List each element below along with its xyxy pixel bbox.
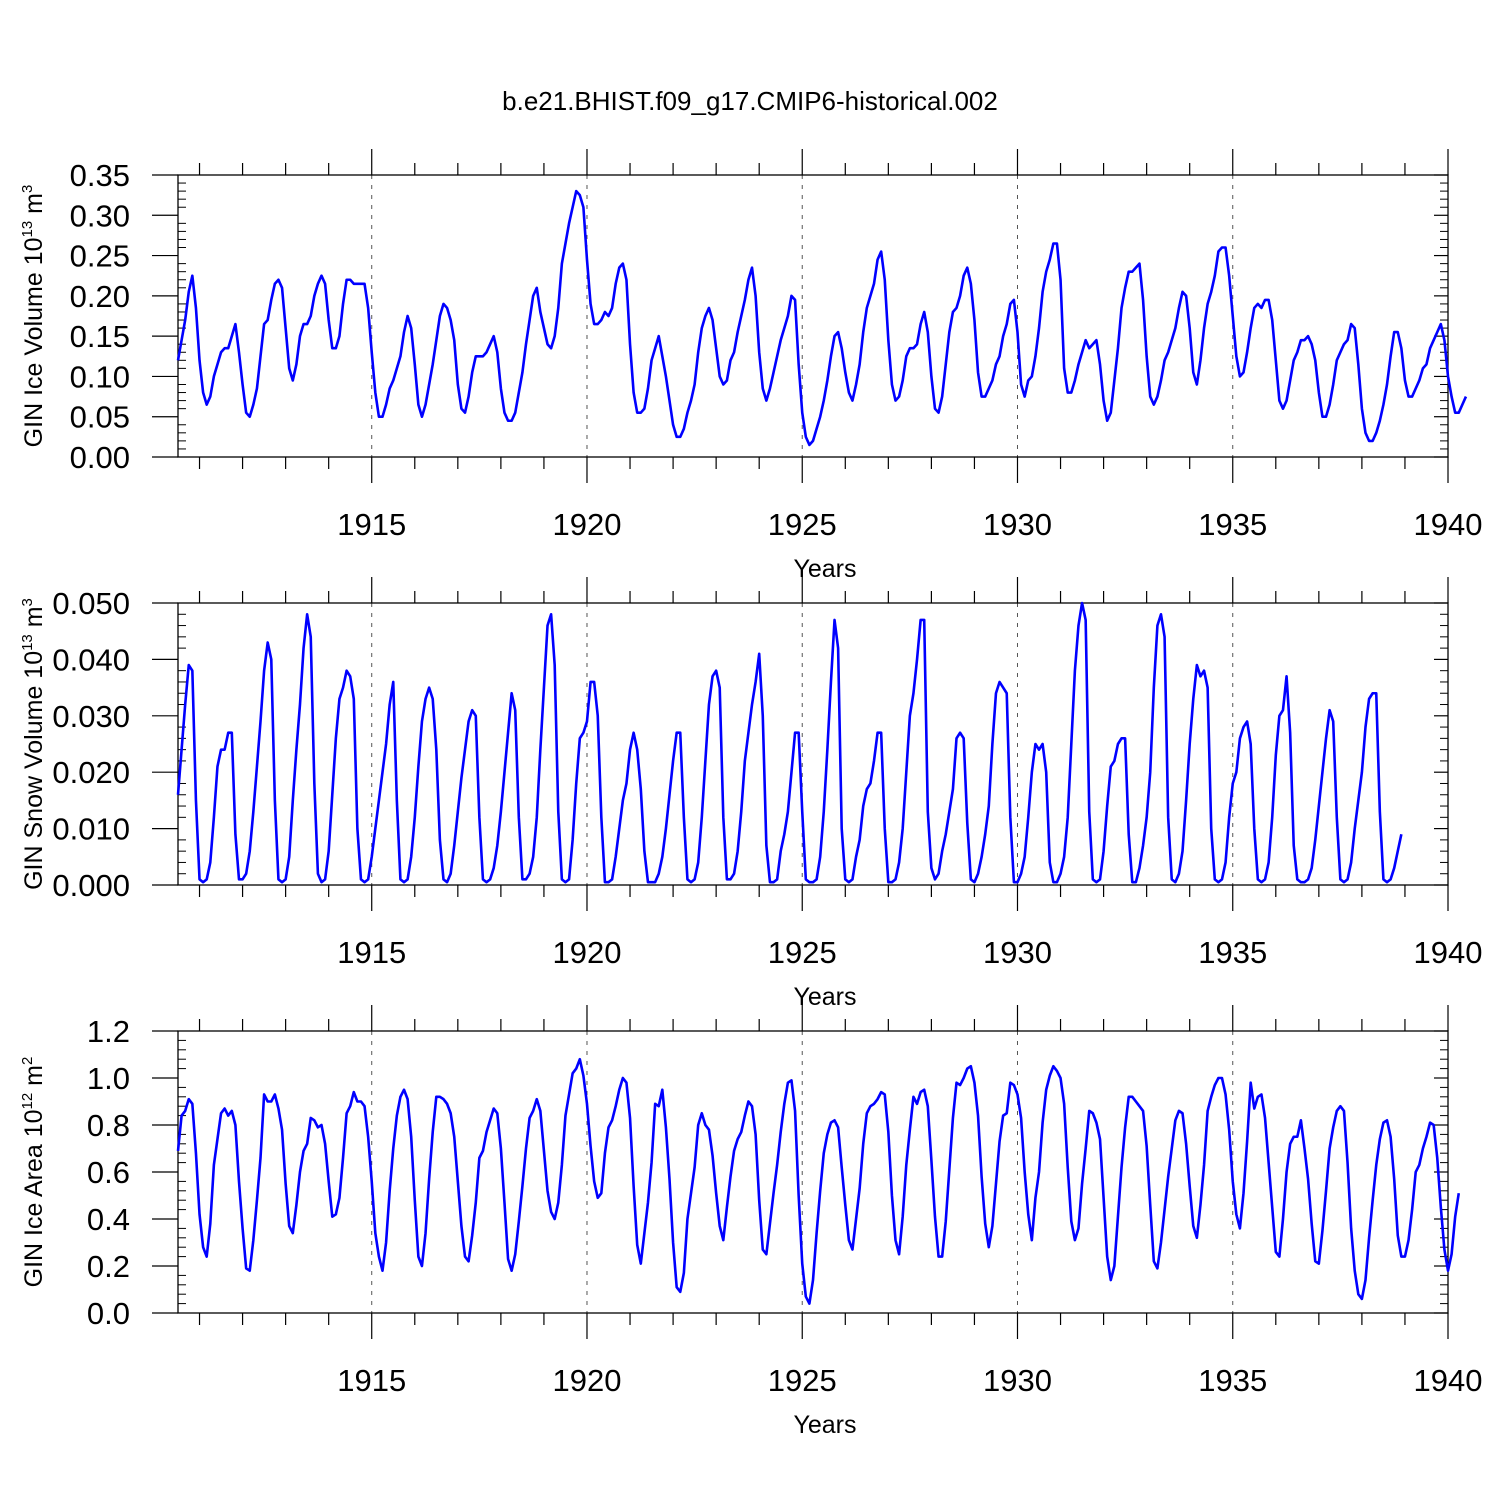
y-tick-label: 0.040 [52,642,130,677]
y-axis-title-exponent: 12 [19,1093,36,1110]
x-tick-label: 1915 [337,507,406,542]
plot-frame [177,602,1449,886]
y-axis-title-exponent: 13 [19,634,36,651]
series-line [176,601,1403,884]
plot-frame [177,174,1449,458]
y-tick-label: 0.15 [70,319,130,354]
x-tick-label: 1920 [552,507,621,542]
y-axis-title: GIN Ice Volume 1013 m3 [19,185,48,448]
panel-1: 0.00 0.05 0.10 0.15 0.20 0.25 0.30 0.35 1915 1920… [19,149,1482,583]
y-tick-label: 0.30 [70,198,130,233]
y-tick-label: 0.050 [52,586,130,621]
y-axis-title: GIN Ice Area 1012 m2 [19,1057,48,1288]
series-line [176,1057,1461,1305]
y-tick-label: 1.0 [87,1061,130,1096]
y-tick-label: 0.6 [87,1155,130,1190]
x-tick-label: 1925 [768,935,837,970]
series-line [176,189,1468,447]
y-axis-title-exponent: 13 [19,221,36,238]
x-tick-label: 1920 [552,935,621,970]
x-tick-label: 1930 [983,1363,1052,1398]
x-tick-label: 1935 [1198,507,1267,542]
x-tick-label: 1935 [1198,935,1267,970]
x-tick-label: 1940 [1414,507,1483,542]
x-tick-label: 1930 [983,507,1052,542]
x-tick-label: 1930 [983,935,1052,970]
y-tick-label: 0.8 [87,1108,130,1143]
x-tick-label: 1920 [552,1363,621,1398]
panels: 0.00 0.05 0.10 0.15 0.20 0.25 0.30 0.35 1915 1920… [19,149,1482,1439]
y-tick-label: 0.20 [70,279,130,314]
y-axis-title-unit-exponent: 3 [19,185,36,193]
y-tick-label: 0.2 [87,1249,130,1284]
x-tick-label: 1935 [1198,1363,1267,1398]
y-axis-title-unit: m [20,193,48,221]
y-tick-label: 0.00 [70,440,130,475]
y-tick-label: 0.4 [87,1202,130,1237]
y-tick-label: 0.020 [52,755,130,790]
y-axis-title-unit-exponent: 3 [19,598,36,606]
y-tick-label: 0.0 [87,1296,130,1331]
x-tick-label: 1940 [1414,1363,1483,1398]
y-tick-label: 1.2 [87,1014,130,1049]
x-tick-label: 1940 [1414,935,1483,970]
y-axis-title-unit: m [20,606,48,634]
y-tick-label: 0.35 [70,158,130,193]
x-axis-title: Years [793,983,856,1011]
panel-2: 0.000 0.010 0.020 0.030 0.040 0.050 1915 1920 19… [19,577,1482,1011]
y-axis-title-unit-exponent: 2 [19,1057,36,1065]
x-tick-label: 1915 [337,1363,406,1398]
y-tick-label: 0.010 [52,812,130,847]
y-axis-title-main: GIN Ice Volume 10 [20,237,48,447]
panel-3: 0.0 0.2 0.4 0.6 0.8 1.0 1.2 1915 1920 1925 1930 193… [19,1005,1482,1439]
y-tick-label: 0.25 [70,239,130,274]
figure-title: b.e21.BHIST.f09_g17.CMIP6-historical.002 [502,86,998,116]
x-tick-label: 1915 [337,935,406,970]
y-axis-title-unit: m [20,1065,48,1093]
y-tick-label: 0.000 [52,868,130,903]
y-tick-label: 0.030 [52,699,130,734]
y-axis-title-main: GIN Snow Volume 10 [20,651,48,890]
x-axis-title: Years [793,555,856,583]
x-tick-label: 1925 [768,507,837,542]
x-axis-title: Years [793,1411,856,1439]
x-tick-label: 1925 [768,1363,837,1398]
y-tick-label: 0.05 [70,400,130,435]
y-axis-title: GIN Snow Volume 1013 m3 [19,598,48,890]
y-tick-label: 0.10 [70,359,130,394]
y-axis-title-main: GIN Ice Area 10 [20,1109,48,1287]
